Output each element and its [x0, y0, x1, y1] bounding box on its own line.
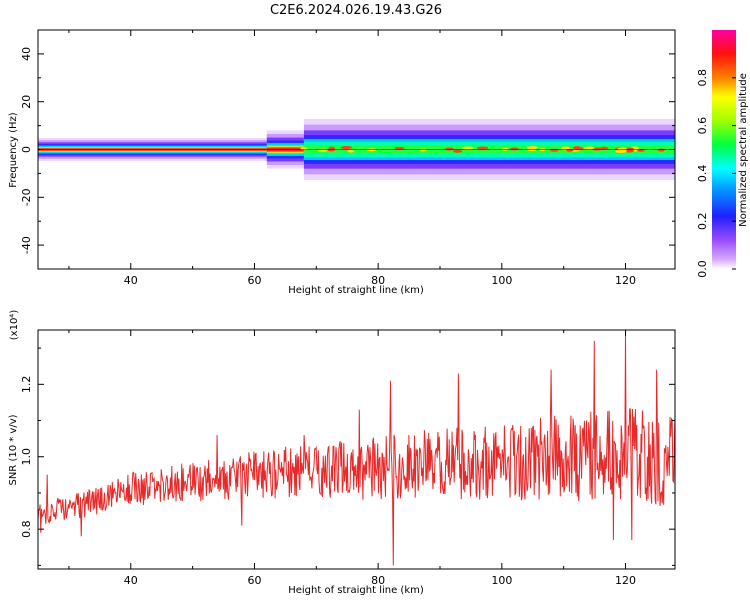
heatmap-x-ticks: 40 60 80 100 120: [68, 30, 636, 287]
snr-x-ticks: 40 60 80 100 120: [68, 330, 636, 587]
figure-title: C2E6.2024.026.19.43.G26: [270, 3, 442, 18]
snr-x-tick-label: 100: [491, 574, 512, 587]
heatmap-y-tick-label: 40: [20, 47, 33, 61]
colorbar-tick-label: 0.2: [696, 212, 709, 230]
snr-x-label: Height of straight line (km): [288, 585, 424, 596]
heatmap-speckle: [600, 146, 609, 150]
heatmap-speckle: [583, 146, 595, 150]
snr-frame: [37, 329, 676, 570]
colorbar-label: Normalized spectral amplitude: [738, 73, 749, 227]
snr-x-tick-label: 80: [371, 574, 385, 587]
heatmap-y-tick-label: -40: [20, 236, 33, 254]
heatmap-speckle: [614, 149, 627, 153]
colorbar-ticks: 0.0 0.2 0.4 0.6 0.8: [696, 69, 736, 278]
heatmap-speckle: [347, 149, 354, 153]
colorbar-tick-label: 0.4: [696, 165, 709, 183]
heatmap-speckle: [340, 146, 353, 150]
snr-y-ticks: 0.8 1.0 1.2: [20, 347, 675, 566]
heatmap-speckle: [452, 149, 463, 153]
heatmap-signal: [38, 118, 675, 181]
snr-series-line: [38, 333, 675, 566]
heatmap-x-label: Height of straight line (km): [288, 285, 424, 296]
heatmap-speckle: [501, 147, 509, 151]
heatmap-speckle: [549, 148, 559, 152]
heatmap-x-tick-label: 100: [491, 274, 512, 287]
heatmap-y-label: Frequency (Hz): [8, 112, 19, 188]
heatmap-speckle: [327, 148, 335, 152]
heatmap-speckle: [419, 148, 427, 152]
heatmap-x-tick-label: 80: [371, 274, 385, 287]
heatmap-speckle: [617, 147, 627, 151]
colorbar-tick-label: 0.0: [696, 260, 709, 278]
heatmap-speckle: [657, 148, 665, 152]
heatmap-speckle: [526, 146, 539, 150]
colorbar-tick-label: 0.8: [696, 69, 709, 87]
heatmap-speckle: [624, 149, 634, 153]
snr-y-tick-label: 1.2: [20, 376, 33, 394]
heatmap-speckle: [445, 147, 454, 151]
colorbar-gradient: [712, 30, 736, 269]
heatmap-x-tick-label: 60: [247, 274, 261, 287]
snr-y-tick-label: 1.0: [20, 448, 33, 466]
heatmap-speckle: [476, 146, 489, 150]
colorbar: 0.0 0.2 0.4 0.6 0.8 Normalized spectral ampl…: [696, 30, 749, 278]
snr-y-tick-label: 0.8: [20, 520, 33, 538]
heatmap-y-tick-label: 0: [20, 146, 33, 153]
heatmap-speckle: [561, 146, 570, 150]
heatmap-x-tick-label: 40: [124, 274, 138, 287]
heatmap-x-tick-label: 120: [615, 274, 636, 287]
snr-y-scale-note: (x10⁴): [9, 310, 20, 341]
heatmap-speckle: [462, 146, 474, 150]
heatmap-speckle: [510, 147, 519, 151]
snr-x-tick-label: 120: [615, 574, 636, 587]
colorbar-tick-label: 0.6: [696, 117, 709, 135]
snr-y-label: SNR (10 * v/v): [8, 414, 19, 485]
heatmap-speckle: [394, 146, 405, 150]
heatmap-y-tick-label: -20: [20, 188, 33, 206]
heatmap-y-ticks: -40 -20 0 20 40: [20, 29, 675, 270]
snr-x-tick-label: 40: [124, 574, 138, 587]
heatmap-panel: 40 60 80 100 120 -40 -20 0 20 40 Height of strai…: [8, 29, 676, 296]
snr-x-tick-label: 60: [247, 574, 261, 587]
snr-panel: 40 60 80 100 120 0.8 1.0 1.2 Height of straigh…: [8, 310, 676, 596]
heatmap-y-tick-label: 20: [20, 95, 33, 109]
